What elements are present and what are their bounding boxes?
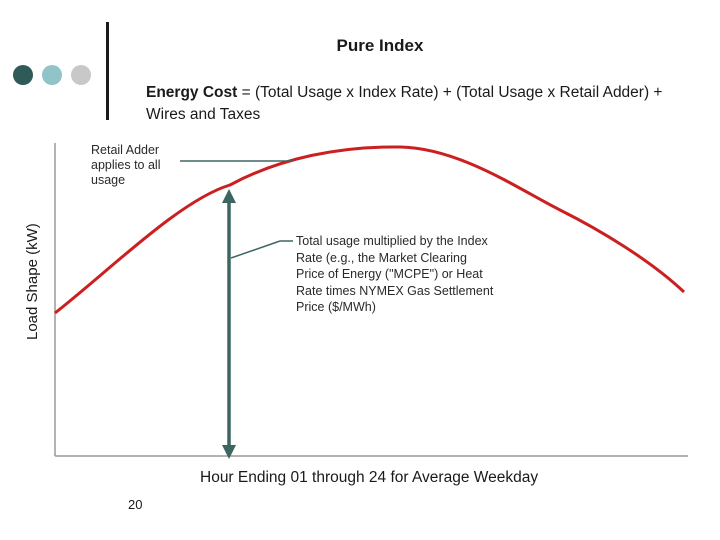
- x-axis-label: Hour Ending 01 through 24 for Average We…: [200, 469, 539, 486]
- decor-dot-dark: [13, 65, 33, 85]
- slide-title: Pure Index: [336, 36, 424, 55]
- title-divider: [106, 22, 109, 120]
- retail-adder-annotation: Retail Adder applies to all usage: [91, 143, 161, 187]
- index-leader-line-a: [230, 240, 281, 259]
- formula-term: Energy Cost: [146, 84, 238, 101]
- load-shape-curve: [54, 145, 686, 315]
- formula-expression: = (Total Usage x Index Rate) + (Total Us…: [146, 84, 663, 123]
- decor-dot-gray: [71, 65, 91, 85]
- decor-dot-teal: [42, 65, 62, 85]
- y-axis-label: Load Shape (kW): [24, 223, 41, 340]
- energy-cost-formula: Energy Cost = (Total Usage x Index Rate)…: [146, 82, 706, 126]
- page-number: 20: [128, 497, 143, 512]
- index-rate-annotation: Total usage multiplied by the Index Rate…: [296, 234, 494, 314]
